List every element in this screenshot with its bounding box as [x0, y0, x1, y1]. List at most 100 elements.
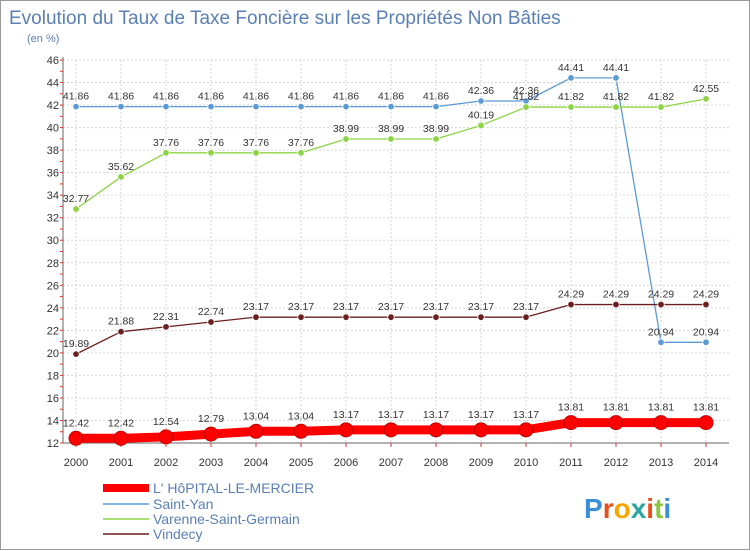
data-label: 41.82 [558, 91, 584, 103]
data-label: 13.81 [558, 402, 584, 414]
logo-letter: P [584, 493, 603, 524]
data-label: 41.86 [198, 91, 224, 103]
data-label: 37.76 [198, 137, 224, 149]
data-point [162, 102, 170, 111]
data-label: 13.17 [513, 409, 539, 421]
data-point [428, 422, 444, 438]
data-point [612, 74, 620, 82]
data-point [567, 103, 575, 111]
y-tick-label: 16 [47, 393, 59, 405]
data-label: 42.55 [693, 83, 719, 95]
data-point [207, 318, 215, 326]
data-label: 24.29 [603, 289, 629, 301]
data-point [387, 313, 395, 321]
legend: L' HôPITAL-LE-MERCIERSaint-YanVarenne-Sa… [103, 480, 314, 542]
data-label: 23.17 [378, 301, 404, 313]
x-tick-label: 2014 [694, 457, 718, 469]
data-label: 24.29 [648, 289, 674, 301]
data-label: 23.17 [513, 301, 539, 313]
data-label: 20.94 [693, 326, 719, 338]
data-label: 13.17 [423, 409, 449, 421]
data-label: 41.86 [243, 91, 269, 103]
data-point [522, 313, 530, 321]
data-point [203, 426, 219, 442]
x-tick-label: 2011 [559, 457, 583, 469]
y-tick-label: 32 [47, 213, 59, 225]
series-1 [72, 74, 710, 346]
data-point [518, 422, 534, 438]
y-tick-label: 38 [47, 145, 59, 157]
data-point [117, 328, 125, 336]
series-2 [72, 95, 710, 213]
y-tick-label: 44 [47, 78, 59, 90]
data-label: 41.82 [513, 91, 539, 103]
y-tick-label: 34 [47, 190, 59, 202]
data-point [477, 97, 485, 105]
data-label: 40.19 [468, 109, 494, 121]
data-label: 41.86 [153, 91, 179, 103]
data-point [72, 205, 80, 213]
grid [63, 59, 729, 444]
y-tick-label: 24 [47, 303, 59, 315]
data-point [297, 149, 305, 157]
data-label: 23.17 [243, 301, 269, 313]
data-point [567, 300, 575, 309]
series-layer [68, 74, 714, 446]
data-label: 41.82 [648, 91, 674, 103]
legend-label: Varenne-Saint-Germain [153, 511, 300, 527]
data-point [387, 102, 395, 111]
data-label: 41.86 [333, 91, 359, 103]
data-label: 22.31 [153, 311, 179, 323]
data-point [117, 173, 125, 181]
data-point [653, 415, 669, 431]
data-label: 13.81 [693, 402, 719, 414]
axes: 12 14 16 18 20 22 24 26 28 30 32 34 36 38 40 42 44 46 2000… [47, 55, 729, 469]
data-label: 13.04 [243, 410, 269, 422]
data-point [608, 415, 624, 431]
x-tick-label: 2009 [469, 457, 493, 469]
data-point [698, 415, 714, 431]
data-point [68, 430, 84, 446]
chart-subtitle: (en %) [27, 33, 59, 45]
data-point [657, 300, 665, 309]
legend-label: Saint-Yan [153, 496, 213, 512]
data-label: 13.81 [603, 402, 629, 414]
data-label: 19.89 [63, 338, 89, 350]
data-point [252, 102, 260, 111]
chart-title: Evolution du Taux de Taxe Foncière sur l… [9, 8, 561, 29]
x-tick-label: 2013 [649, 457, 673, 469]
logo-letter: i [646, 493, 654, 524]
x-tick-label: 2002 [154, 457, 178, 469]
data-point [473, 422, 489, 438]
data-point [252, 149, 260, 157]
data-label: 13.17 [378, 409, 404, 421]
data-label: 41.86 [63, 91, 89, 103]
y-tick-label: 18 [47, 370, 59, 382]
logo-letter: o [614, 493, 631, 524]
data-point [162, 323, 170, 331]
logo-letter: r [603, 493, 614, 524]
data-point [158, 429, 174, 445]
data-label: 21.88 [108, 316, 134, 328]
series-3 [72, 300, 710, 358]
legend-label: L' HôPITAL-LE-MERCIER [153, 480, 314, 496]
data-label: 12.79 [198, 413, 224, 425]
data-point [702, 95, 710, 103]
x-tick-label: 2006 [334, 457, 358, 469]
data-label: 42.36 [468, 85, 494, 97]
data-point [477, 121, 485, 130]
x-tick-label: 2003 [199, 457, 223, 469]
data-label: 44.41 [558, 62, 584, 74]
data-point [522, 103, 530, 111]
series-0 [68, 415, 714, 446]
x-tick-label: 2008 [424, 457, 448, 469]
data-point [297, 102, 305, 111]
data-label: 41.86 [423, 91, 449, 103]
y-tick-label: 40 [47, 123, 59, 135]
data-labels: 41.86 41.86 41.86 41.86 41.86 41.86 41.86 41.86… [63, 62, 719, 429]
data-label: 37.76 [243, 137, 269, 149]
data-point [432, 102, 440, 111]
data-point [293, 423, 309, 439]
data-label: 13.17 [468, 409, 494, 421]
